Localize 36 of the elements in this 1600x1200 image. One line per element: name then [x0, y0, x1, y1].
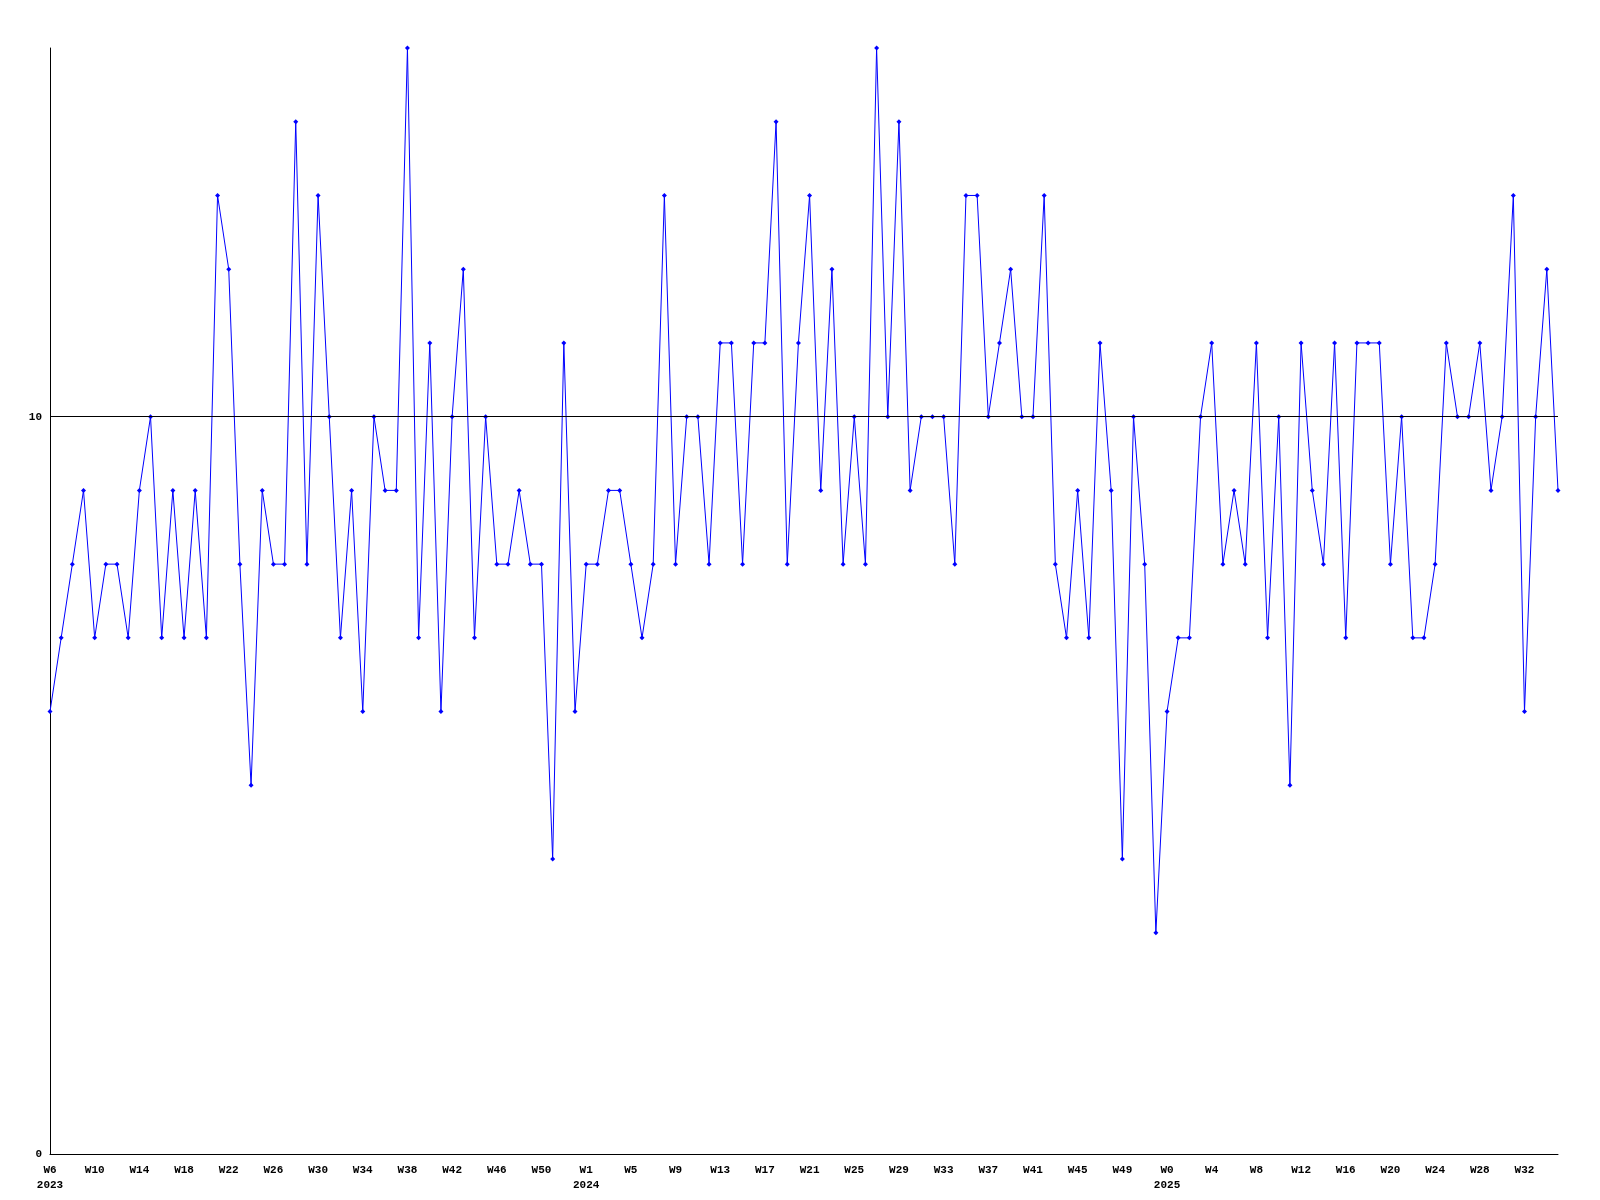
x-tick-label: W26 [263, 1163, 284, 1176]
x-tick-label: W50 [531, 1163, 552, 1176]
x-tick-label: W6 2023 [36, 1163, 64, 1191]
x-tick-label: W37 [978, 1163, 999, 1176]
x-tick-label: W10 [84, 1163, 105, 1176]
x-tick-label: W25 [844, 1163, 865, 1176]
x-tick-label: W18 [174, 1163, 195, 1176]
x-tick-label: W32 [1514, 1163, 1535, 1176]
x-tick-label: W0 2025 [1153, 1163, 1181, 1191]
x-tick-label: W21 [799, 1163, 820, 1176]
y-tick-label: 0 [35, 1148, 42, 1160]
x-tick-label: W8 [1249, 1163, 1264, 1176]
x-tick-label: W24 [1425, 1163, 1446, 1176]
x-tick-label: W13 [710, 1163, 731, 1176]
x-tick-label: W20 [1380, 1163, 1401, 1176]
x-tick-label: W46 [486, 1163, 507, 1176]
x-tick-label: W14 [129, 1163, 150, 1176]
x-tick-label: W42 [442, 1163, 463, 1176]
x-tick-label: W17 [755, 1163, 775, 1176]
x-tick-label: W33 [933, 1163, 954, 1176]
x-tick-label: W22 [218, 1163, 239, 1176]
x-tick-label: W4 [1205, 1163, 1219, 1176]
x-tick-label: W5 [624, 1163, 638, 1176]
x-tick-label: W45 [1067, 1163, 1088, 1176]
x-tick-label: W16 [1335, 1163, 1356, 1176]
x-tick-label: W1 2024 [572, 1163, 600, 1191]
x-tick-label: W28 [1469, 1163, 1491, 1176]
x-tick-label: W12 [1291, 1163, 1311, 1176]
x-tick-label: W30 [308, 1163, 328, 1176]
x-tick-label: W34 [352, 1163, 374, 1176]
x-tick-label: W41 [1023, 1163, 1044, 1176]
y-tick-label: 10 [28, 410, 42, 423]
x-tick-label: W29 [889, 1163, 909, 1176]
x-tick-label: W49 [1112, 1163, 1133, 1176]
x-tick-label: W38 [397, 1163, 418, 1176]
x-tick-label: W9 [668, 1163, 683, 1176]
